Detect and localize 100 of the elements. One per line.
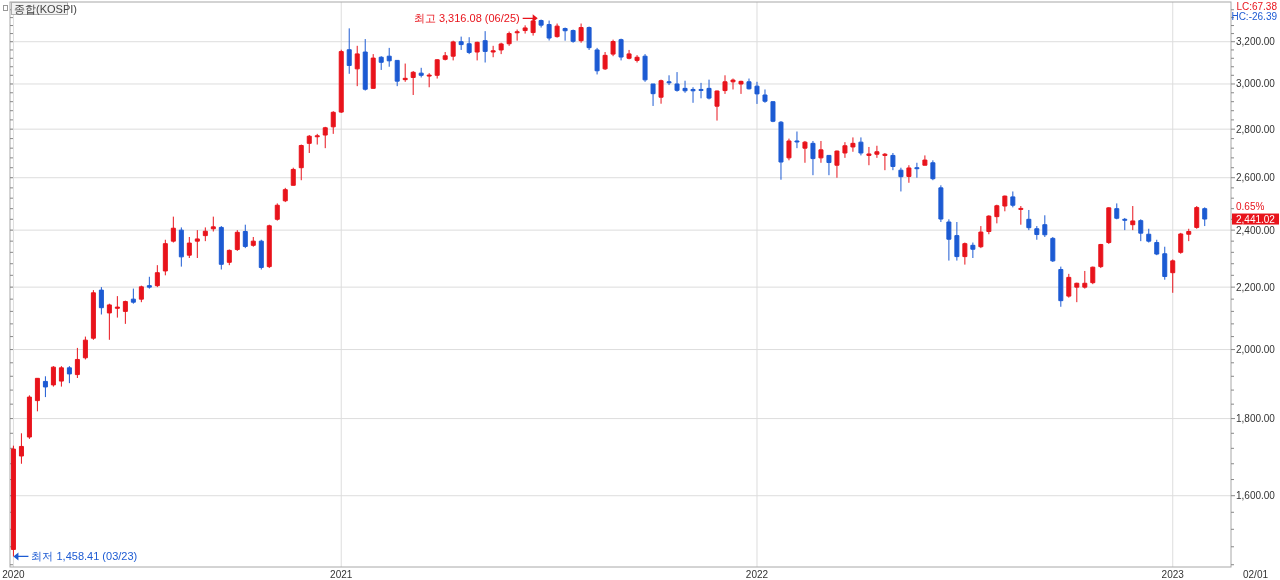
candlestick — [610, 39, 616, 57]
candlestick — [378, 55, 384, 71]
candlestick — [42, 375, 48, 398]
candlestick — [122, 300, 128, 325]
candlestick — [170, 216, 176, 244]
y-tick-label: 2,600.00 — [1236, 172, 1276, 184]
candlestick — [338, 49, 344, 114]
candlestick — [50, 365, 56, 388]
candlestick — [266, 224, 272, 269]
candlestick — [474, 41, 480, 61]
candlestick — [130, 288, 136, 305]
candlestick — [690, 86, 696, 104]
candlestick — [1194, 205, 1200, 230]
candlestick — [258, 239, 264, 270]
candlestick — [578, 23, 584, 44]
candlestick — [898, 167, 904, 192]
candlestick — [546, 20, 552, 41]
candlestick — [818, 140, 824, 164]
candlestick — [1154, 239, 1160, 256]
candlestick — [1122, 217, 1128, 231]
candlestick — [1130, 205, 1136, 231]
candlestick — [282, 187, 288, 203]
candlestick — [658, 79, 664, 105]
candlestick — [314, 133, 320, 146]
candlestick — [1026, 209, 1032, 231]
candlestick — [370, 53, 376, 89]
candlestick — [970, 242, 976, 259]
candlestick — [210, 216, 216, 232]
candlestick — [946, 218, 952, 262]
candlestick — [746, 78, 752, 90]
candlestick — [978, 225, 984, 249]
candlestick — [914, 162, 920, 179]
candlestick — [162, 239, 168, 276]
text: 0.65% — [1236, 201, 1265, 213]
candlestick — [1042, 214, 1048, 238]
candlestick — [930, 159, 936, 181]
x-tick-label: 2020 — [2, 569, 25, 580]
candlestick — [90, 289, 96, 341]
candlestick — [850, 136, 856, 153]
text: 02/01 — [1242, 569, 1269, 580]
y-tick-label: 2,200.00 — [1236, 281, 1276, 293]
candlestick — [354, 45, 360, 87]
candlestick — [1018, 205, 1024, 226]
annotation: 최고 3,316.08 (06/25) — [413, 12, 520, 25]
candlestick — [522, 24, 528, 35]
candlestick — [1170, 258, 1176, 294]
candlestick — [842, 141, 848, 159]
candlestick — [1074, 282, 1080, 303]
candlestick — [962, 242, 968, 266]
candlestick — [730, 78, 736, 90]
candlestick — [410, 70, 416, 96]
candlestick — [786, 138, 792, 161]
candlestick — [906, 164, 912, 184]
candlestick — [394, 59, 400, 87]
candlestick — [1098, 243, 1104, 269]
candlestick — [1002, 195, 1008, 212]
candlestick — [1114, 202, 1120, 220]
candlestick — [226, 249, 232, 266]
candlestick — [234, 229, 240, 252]
candlestick — [26, 394, 32, 440]
candlestick — [506, 31, 512, 47]
candlestick — [402, 63, 408, 83]
text: LC:67.38 — [1236, 1, 1278, 12]
candlestick — [586, 26, 592, 51]
candlestick — [618, 38, 624, 61]
candlestick — [1146, 228, 1152, 244]
candlestick — [498, 42, 504, 55]
candlestick — [634, 54, 640, 63]
candlestick — [1090, 266, 1096, 285]
candlestick — [938, 184, 944, 223]
candlestick — [858, 136, 864, 156]
candlestick — [714, 90, 720, 122]
candlestick — [562, 27, 568, 42]
candlestick — [82, 336, 88, 360]
y-tick-label: 3,200.00 — [1236, 36, 1276, 48]
x-tick-label: 2022 — [745, 569, 769, 580]
candlestick — [986, 214, 992, 235]
candlestick — [58, 365, 64, 388]
candlestick — [434, 58, 440, 80]
candlestick — [762, 88, 768, 104]
candlestick — [778, 120, 784, 181]
candlestick — [602, 51, 608, 71]
candlestick — [202, 226, 208, 242]
candlestick — [138, 285, 144, 303]
candlestick — [442, 51, 448, 61]
candlestick — [530, 17, 536, 37]
candlestick — [826, 154, 832, 176]
chart-title: 종합(KOSPI) — [14, 2, 77, 15]
candlestick — [154, 264, 160, 288]
candlestick — [866, 146, 872, 166]
candlestick — [890, 152, 896, 171]
candlestick — [418, 67, 424, 78]
candlestick — [186, 236, 192, 259]
candlestick — [458, 36, 464, 51]
candlestick — [754, 81, 760, 105]
candlestick — [1058, 266, 1064, 308]
candlestick — [626, 49, 632, 60]
candlestick — [482, 30, 488, 63]
candlestick — [874, 145, 880, 159]
candlestick — [770, 101, 776, 123]
